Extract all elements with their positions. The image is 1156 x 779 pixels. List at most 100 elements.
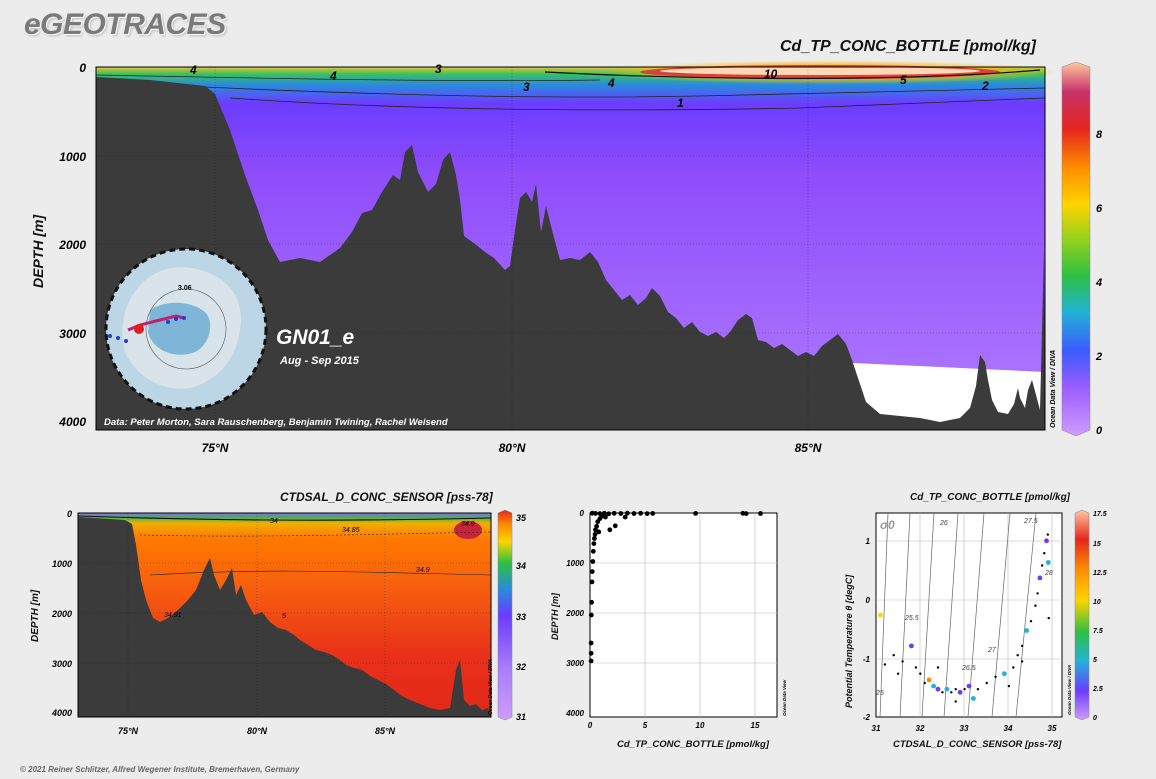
cd-x-tick-75: 75°N: [202, 441, 229, 455]
profile-point-32: [588, 650, 594, 656]
profile-point-22: [592, 532, 598, 537]
profile-point-26: [590, 559, 596, 564]
profile-point-24: [591, 541, 597, 546]
profile-x-tick-5: 5: [643, 721, 648, 730]
profile-y-tick-2000: 2000: [565, 609, 584, 618]
ts-point-2: [892, 654, 895, 657]
ts-point-37: [1007, 684, 1011, 688]
profile-point-1: [593, 511, 598, 516]
cd-y-tick-2000: 2000: [58, 238, 86, 252]
ts-point-3: [901, 660, 904, 663]
sal-cbar-tick-31: 31: [516, 712, 526, 722]
ts-x-tick-34: 34: [1004, 724, 1013, 733]
section-name: GN01_e: [276, 326, 355, 349]
cd-contour-label-3b: 3: [523, 80, 530, 94]
sal-y-tick-4000: 4000: [51, 708, 72, 718]
sal-x-ticks: 75°N 80°N 85°N: [118, 726, 396, 736]
cd-grid: [96, 67, 1045, 430]
ts-odv-label: Ocean Data View / DIVA: [1067, 665, 1072, 715]
ts-point-0: [878, 612, 883, 618]
ts-point-28: [1036, 592, 1039, 595]
profile-point-35: [607, 527, 613, 533]
ts-point-20: [994, 675, 997, 678]
profile-y-tick-4000: 4000: [565, 709, 584, 718]
cd-contour-label-4c: 4: [607, 76, 615, 90]
ts-point-15: [957, 689, 963, 695]
ts-x-tick-32: 32: [916, 724, 925, 733]
sigma-label: σ0: [880, 518, 895, 532]
ts-cbar-tick-75: 7.5: [1093, 628, 1103, 635]
ts-scatter-panel: 25 25.5 26 26.5 27 27.5 28 σ0 1 0 -1 -2 …: [863, 509, 1107, 733]
sal-cbar-tick-33: 33: [516, 612, 526, 622]
cd-contour-3: [95, 74, 601, 81]
ts-cbar-tick-175: 17.5: [1093, 511, 1107, 518]
ts-points: [878, 533, 1051, 703]
salinity-chart-title: CTDSAL_D_CONC_SENSOR [pss-78]: [280, 490, 493, 504]
cd-axes-frame: [95, 66, 1046, 431]
sal-contour-label-349a: 34.9: [416, 567, 430, 574]
brand-logo: eGEOTRACES: [24, 8, 226, 41]
ts-point-31: [1043, 552, 1046, 555]
cd-contour-labels: 4 4 3 3 4 10 5 2 1: [189, 62, 989, 110]
ts-point-14: [954, 688, 957, 691]
ts-colorbar: [1074, 509, 1090, 721]
cd-contour-label-2: 2: [981, 79, 989, 93]
ts-point-24: [1020, 644, 1024, 648]
main-chart-title: Cd_TP_CONC_BOTTLE [pmol/kg]: [780, 38, 1037, 55]
sal-cbar-tick-34: 34: [516, 561, 526, 571]
cd-contour-2: [95, 81, 1046, 98]
profile-point-15: [758, 511, 763, 516]
profile-point-25: [590, 548, 596, 554]
sal-colorbar: [497, 509, 513, 721]
ts-axes-frame: [875, 512, 1063, 718]
ts-point-5: [914, 666, 918, 669]
sal-y-ticks: 0 1000 2000 3000 4000: [51, 509, 72, 718]
ts-point-13: [950, 691, 953, 694]
sal-grid: [78, 513, 491, 717]
ts-point-9: [931, 683, 936, 689]
profile-point-14: [743, 511, 749, 516]
ts-y-tick-1: 1: [866, 537, 871, 546]
cd-high-core-peak: [660, 67, 980, 75]
ts-y-tick-m2: -2: [863, 713, 871, 722]
cd-cbar-tick-4: 4: [1095, 277, 1102, 289]
ts-point-10: [935, 686, 941, 692]
ts-point-41: [1045, 560, 1051, 565]
sal-cbar-tick-35: 35: [516, 513, 527, 523]
cd-y-tick-1000: 1000: [59, 150, 86, 164]
ts-y-tick-0: 0: [866, 596, 871, 605]
sal-y-tick-1000: 1000: [52, 559, 72, 569]
sal-y-tick-3000: 3000: [52, 659, 72, 669]
map-start-station: [134, 324, 144, 334]
sal-high-core: [454, 521, 482, 539]
cd-profile-panel: 0 1000 2000 3000 4000 0 5 10 15 Ocean Da…: [565, 509, 787, 730]
ts-isopycnals: [879, 512, 1037, 718]
sal-contour-34: [77, 515, 492, 521]
ts-point-34: [1047, 616, 1050, 620]
cd-cbar-tick-8: 8: [1096, 129, 1103, 141]
copyright-text: © 2021 Reiner Schlitzer, Alfred Wegener …: [20, 765, 300, 774]
sal-axes-frame: [77, 512, 492, 718]
map-border: [104, 247, 268, 411]
ts-point-33: [1046, 533, 1050, 536]
ts-point-23: [1016, 654, 1019, 657]
ts-point-38: [936, 666, 940, 669]
ts-cbar-tick-5: 5: [1093, 657, 1097, 664]
profile-point-7: [625, 510, 630, 516]
sal-colorbar-ticks: 31 32 33 34 35: [516, 513, 527, 722]
ts-point-18: [976, 688, 980, 691]
data-credits: Data: Peter Morton, Sara Rauschenberg, B…: [104, 417, 448, 428]
ts-point-30: [1040, 564, 1044, 567]
profile-point-8: [631, 511, 637, 516]
ts-x-ticks: 31 32 33 34 35: [872, 724, 1057, 733]
ts-point-36: [971, 696, 976, 701]
ts-point-29: [1037, 575, 1043, 581]
ts-point-39: [896, 672, 900, 675]
salinity-section-panel: 34 34.85 34.9 34.9 34.91 5 0 1000 2000 3…: [51, 509, 527, 736]
ts-cbar-tick-125: 12.5: [1093, 570, 1107, 577]
cd-contour-label-3a: 3: [435, 62, 442, 76]
ts-point-7: [923, 681, 926, 685]
profile-point-11: [650, 511, 656, 516]
profile-points: [588, 510, 763, 664]
profile-point-23: [592, 536, 597, 541]
